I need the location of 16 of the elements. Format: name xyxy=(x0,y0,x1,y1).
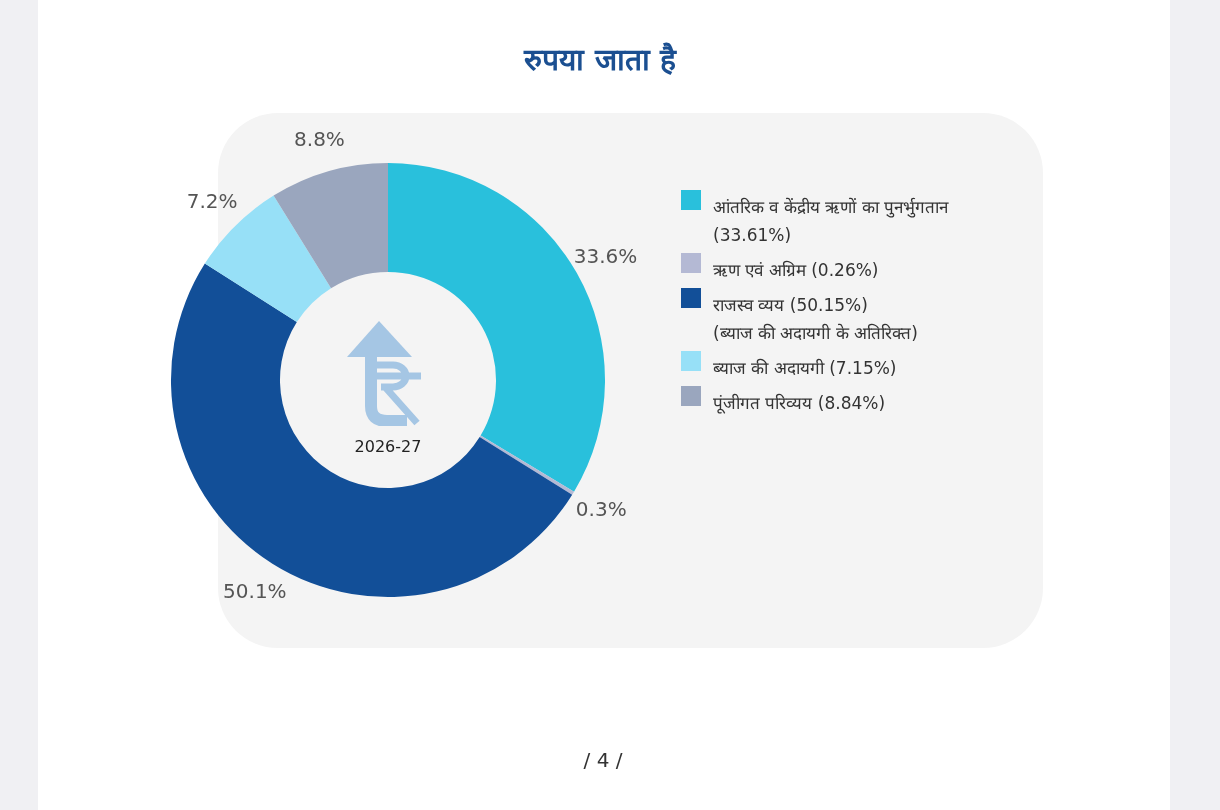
legend-label: पूंजीगत परिव्यय (8.84%) xyxy=(713,393,886,414)
donut-slice xyxy=(273,163,388,289)
donut-slice xyxy=(479,435,575,495)
data-label: 50.1% xyxy=(223,578,287,603)
data-label: 8.8% xyxy=(294,126,345,151)
data-label: 7.2% xyxy=(186,189,238,214)
legend-label: आंतरिक व केंद्रीय ऋणों का पुनर्भुगतान (33.61%) xyxy=(713,197,950,245)
legend-label: ब्याज की अदायगी (7.15%) xyxy=(713,358,897,378)
legend-label: राजस्व व्यय (50.15%) (ब्याज की अदायगी के अतिरिक्त) xyxy=(713,295,918,343)
donut-slice xyxy=(171,263,573,598)
text: / 4 / xyxy=(583,748,623,772)
text: 2026-27 xyxy=(354,437,422,456)
data-label: 33.6% xyxy=(573,243,638,268)
legend-label: ऋण एवं अग्रिम (0.26%) xyxy=(713,260,879,280)
chart-title: रुपया जाता है xyxy=(523,42,677,77)
data-label: 0.3% xyxy=(575,497,627,522)
